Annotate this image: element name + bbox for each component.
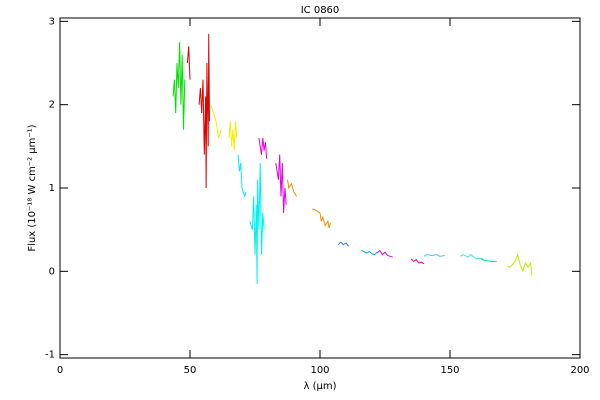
x-tick-label: 200 <box>570 365 589 376</box>
plot-frame <box>59 17 581 359</box>
x-tick-label: 0 <box>57 365 63 376</box>
y-tick-label: -1 <box>45 350 55 361</box>
y-tick-label: 2 <box>49 100 55 111</box>
spectrum-line <box>228 121 238 151</box>
spectrum-line <box>460 254 485 261</box>
x-tick-label: 50 <box>184 365 197 376</box>
spectrum-line <box>198 33 210 189</box>
y-tick-label: 3 <box>49 16 55 27</box>
y-tick-label: 1 <box>49 183 55 194</box>
spectrum-line <box>275 154 287 214</box>
x-tick-label: 150 <box>440 365 459 376</box>
spectrum-line <box>376 249 393 258</box>
spectrum-line <box>258 137 268 159</box>
spectrum-line <box>423 254 445 257</box>
y-tick-label: 0 <box>49 266 55 277</box>
spectrum-line <box>186 46 191 80</box>
spectrum-line <box>287 179 298 197</box>
x-tick-label: 100 <box>310 365 329 376</box>
chart-title: IC 0860 <box>301 5 340 16</box>
spectrum-line <box>237 154 247 199</box>
spectrum-line <box>361 250 378 256</box>
spectrum-line <box>481 259 497 262</box>
spectrum-line <box>210 104 222 139</box>
spectrum-line <box>172 42 186 130</box>
x-axis-label: λ (μm) <box>303 381 336 392</box>
spectrum-line <box>337 241 349 247</box>
spectrum-line <box>507 253 533 276</box>
spectrum-line <box>312 208 331 229</box>
spectrum-line <box>410 258 425 265</box>
spectrum-line <box>249 162 265 284</box>
y-axis-label: Flux (10⁻¹⁸ W cm⁻² μm⁻¹) <box>27 124 38 251</box>
